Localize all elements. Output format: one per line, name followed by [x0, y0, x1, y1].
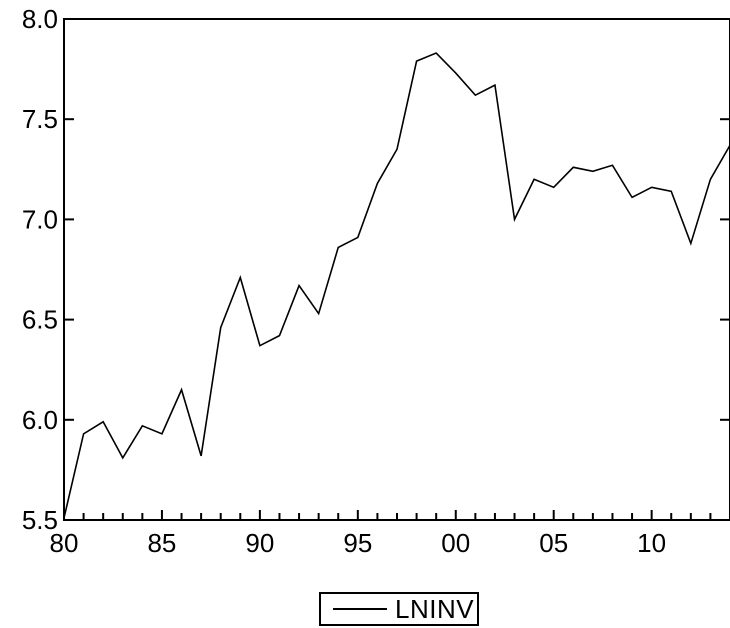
y-tick-label: 6.5	[22, 305, 58, 335]
x-tick-label: 90	[245, 528, 274, 558]
x-tick-label: 95	[343, 528, 372, 558]
y-tick-label: 5.5	[22, 505, 58, 535]
y-tick-label: 7.0	[22, 204, 58, 234]
legend-label: LNINV	[395, 593, 475, 624]
legend: LNINV	[319, 592, 479, 626]
line-chart: 5.5 6.0 6.5 7.0 7.5 8.0 80 85 90 95 00 05 10	[22, 4, 730, 558]
x-tick-label: 10	[637, 528, 666, 558]
y-tick-label: 6.0	[22, 405, 58, 435]
y-tick-label: 8.0	[22, 4, 58, 34]
legend-line-swatch	[333, 608, 387, 610]
series-layer	[63, 52, 730, 519]
y-tick-label: 7.5	[22, 104, 58, 134]
x-tick-label: 85	[147, 528, 176, 558]
plot-frame	[63, 18, 730, 521]
x-tick-label: 05	[539, 528, 568, 558]
series-line-lninv	[63, 52, 730, 519]
x-tick-label: 80	[50, 528, 79, 558]
x-axis-ticks: 80 85 90 95 00 05 10	[50, 510, 730, 558]
y-axis-ticks: 5.5 6.0 6.5 7.0 7.5 8.0	[22, 4, 730, 535]
x-tick-label: 00	[441, 528, 470, 558]
